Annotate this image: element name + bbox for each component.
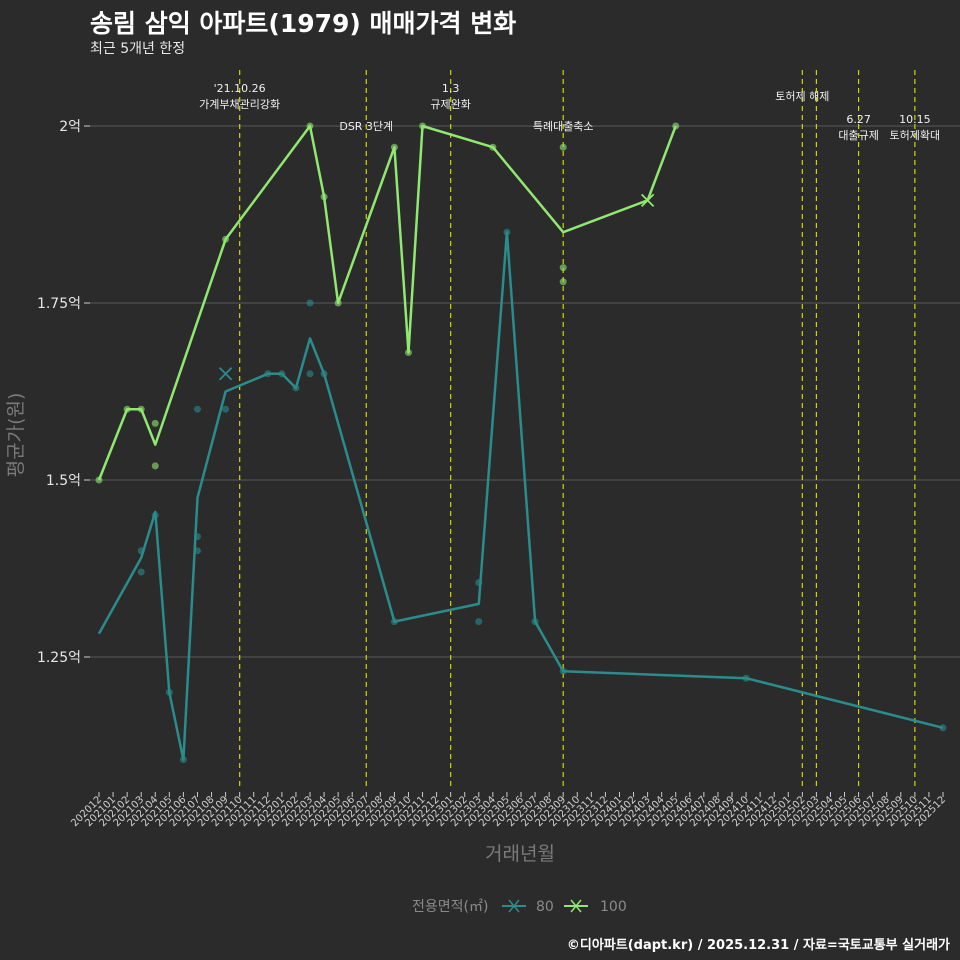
legend-key-80-icon: [502, 899, 526, 913]
legend-label-100: 100: [600, 899, 627, 915]
data-point-100: [334, 299, 342, 307]
data-point-100: [489, 143, 497, 151]
data-point-100: [404, 349, 412, 357]
data-point-80: [742, 674, 750, 682]
data-point-100: [419, 122, 427, 130]
event-label: 1.3: [442, 82, 460, 95]
event-label: 규제완화: [430, 98, 470, 111]
event-label: '21.10.26: [214, 82, 266, 95]
data-point-80: [320, 370, 328, 378]
source-caption: ©디아파트(dapt.kr) / 2025.12.31 / 자료=국토교통부 실…: [566, 938, 950, 953]
data-point-80: [137, 568, 145, 576]
y-tick-label: 1.75억: [37, 296, 81, 312]
data-point-80: [165, 688, 173, 696]
data-point-100: [390, 143, 398, 151]
data-point-80: [193, 533, 201, 541]
data-point-80: [306, 299, 314, 307]
data-point-100: [320, 193, 328, 201]
data-point-100: [123, 405, 131, 413]
data-point-80: [193, 547, 201, 555]
cross-marker-80: [218, 367, 233, 381]
data-point-100: [222, 235, 230, 243]
data-point-100: [306, 122, 314, 130]
data-point-80: [475, 618, 483, 626]
cross-marker-100: [640, 193, 655, 207]
event-label: DSR 3단계: [339, 120, 393, 133]
event-label: 특례대출축소: [533, 120, 594, 133]
y-axis-title: 평균가(원): [5, 393, 27, 478]
event-label: 대출규제: [838, 129, 878, 142]
cross-stroke: [218, 367, 233, 381]
data-point-80: [531, 618, 539, 626]
data-point-100: [672, 122, 680, 130]
y-tick-label: 1.25억: [37, 650, 81, 666]
y-tick-label: 1.5억: [46, 473, 81, 489]
data-point-80: [278, 370, 286, 378]
data-point-80: [939, 724, 947, 732]
data-point-100: [151, 419, 159, 427]
cross-stroke: [640, 193, 655, 207]
data-point-80: [137, 547, 145, 555]
data-point-80: [475, 579, 483, 587]
data-point-100: [95, 476, 103, 484]
data-point-100: [559, 143, 567, 151]
legend-label-80: 80: [536, 899, 554, 915]
chart-subtitle: 최근 5개년 한정: [90, 41, 186, 57]
data-point-80: [390, 618, 398, 626]
data-point-80: [193, 405, 201, 413]
data-point-80: [151, 511, 159, 519]
event-label: 토허제확대: [890, 129, 941, 142]
event-label: 토허제 해제: [775, 89, 829, 103]
event-label: 가계부채관리강화: [199, 98, 280, 111]
event-label: 6.27: [846, 113, 871, 126]
grid-layer: 1.25억 1.5억 1.75억 2억: [37, 119, 960, 666]
x-axis-title: 거래년월: [485, 843, 555, 865]
data-point-80: [503, 228, 511, 236]
data-point-100: [559, 264, 567, 272]
data-point-80: [179, 756, 187, 764]
y-tick-label: 2억: [59, 119, 81, 135]
data-point-100: [151, 462, 159, 470]
data-point-80: [292, 384, 300, 392]
data-point-100: [559, 278, 567, 286]
legend-title: 전용면적(㎡): [412, 899, 488, 915]
data-point-100: [137, 405, 145, 413]
chart-title: 송림 삼익 아파트(1979) 매매가격 변화: [90, 9, 517, 38]
x-axis-ticks: 2020122021012021022021032021042021052021…: [69, 792, 948, 829]
data-point-80: [559, 667, 567, 675]
series-layer: [95, 122, 947, 764]
data-point-80: [222, 405, 230, 413]
legend: 전용면적(㎡) 80 100: [412, 899, 627, 915]
event-label: 10.15: [899, 113, 931, 126]
data-point-80: [264, 370, 272, 378]
data-point-80: [306, 370, 314, 378]
legend-key-100-icon: [564, 899, 588, 913]
